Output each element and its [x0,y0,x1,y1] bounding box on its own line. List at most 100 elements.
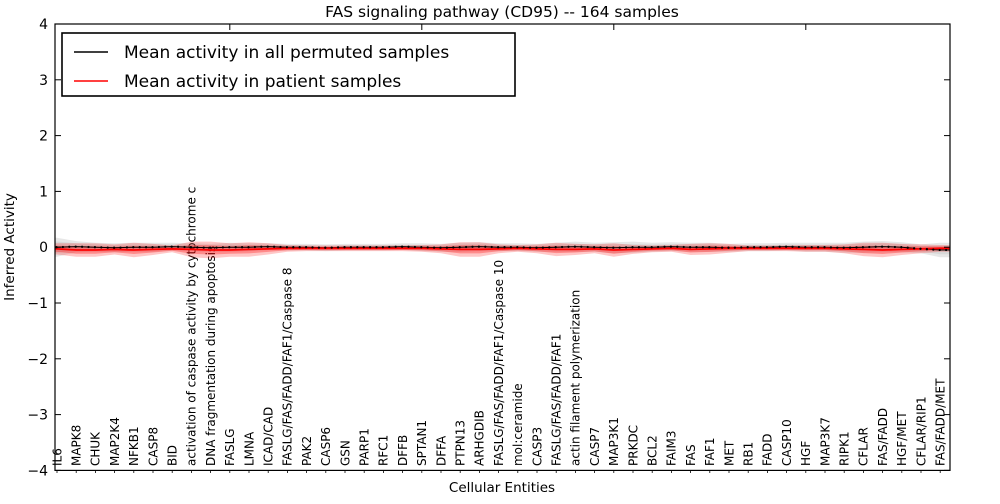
x-tick-label: SPTAN1 [415,420,429,466]
mean-line-marker [944,248,948,252]
mean-line-marker [253,245,257,249]
mean-line-marker [477,245,481,248]
x-tick-label: LMNA [242,431,256,466]
mean-line-marker [292,246,295,249]
mean-line-marker [106,246,109,249]
mean-line-marker [541,246,545,249]
x-tick-label: BCL2 [646,435,660,466]
mean-line-marker [714,246,717,249]
mean-line-marker [733,246,737,249]
mean-line-marker [317,246,321,249]
patient-band-outer [55,241,950,259]
mean-line-marker [746,246,749,249]
mean-line-marker [407,245,410,248]
mean-line-marker [272,245,276,248]
mean-line-marker [119,246,122,249]
mean-line-marker [439,246,442,249]
mean-line-marker [426,246,429,249]
mean-line-marker [144,246,148,249]
x-tick-label: FASLG/FAS/FADD/FAF1 [550,334,564,466]
mean-line-marker [208,246,212,249]
mean-line-marker [324,246,327,249]
legend: Mean activity in all permuted samples Me… [61,32,516,97]
legend-box [61,32,516,97]
y-tick-label: −2 [27,352,48,368]
x-tick-label: RIPK1 [838,431,852,466]
mean-line-marker [560,245,564,249]
mean-line-marker [842,246,845,249]
mean-line-marker [836,246,839,249]
mean-line-marker [810,246,813,249]
mean-line-marker [394,245,397,248]
mean-line-marker [752,246,756,249]
x-tick-label: NFKB1 [127,426,141,466]
mean-line-marker [919,247,922,250]
mean-line-marker [151,246,154,249]
mean-line-marker [100,246,103,249]
y-tick-label: −4 [27,463,48,479]
mean-line-marker [605,246,609,249]
mean-line-marker [68,245,71,248]
mean-line-marker [80,245,84,248]
mean-line-marker [202,246,205,249]
x-tick-label: GSN [338,440,352,466]
mean-line-marker [695,246,698,249]
mean-line-marker [554,246,557,249]
mean-line-marker [765,246,769,249]
mean-line-marker [586,245,589,249]
mean-line-marker [445,246,449,249]
mean-line-marker [74,245,77,248]
mean-line-marker [855,246,858,249]
mean-line-marker [548,246,551,249]
mean-line-marker [804,246,807,249]
x-tick-label: CASP3 [530,427,544,466]
mean-line-marker [618,246,621,249]
mean-line-marker [285,246,289,249]
mean-line-marker [759,246,762,249]
mean-line-marker [125,246,129,249]
mean-line-marker [336,246,340,249]
legend-label-patient: Mean activity in patient samples [124,72,401,92]
mean-line-marker [906,246,909,249]
mean-line-marker [573,245,577,248]
mean-line-marker [592,246,596,249]
mean-line-marker [932,248,935,251]
mean-line-marker [784,245,788,248]
mean-line-marker [484,245,487,248]
mean-line-marker [420,246,423,249]
mean-line-marker [221,246,225,249]
x-tick-label: activation of caspase activity by cytoch… [185,187,199,466]
mean-line-marker [87,245,90,249]
y-axis-label: Inferred Activity [2,193,18,301]
mean-line-marker [861,246,865,249]
mean-line-marker [176,245,180,248]
x-tick-label: ARHGDIB [473,410,487,466]
mean-line-marker [522,246,525,249]
x-tick-label: PTPN13 [454,420,468,466]
plot-area: IL6 MAPK8 CHUK MAP2K4 NFKB1 CASP8 BID activatio… [27,17,950,479]
x-tick-label: FAS/FADD/MET [934,378,948,466]
mean-line-marker [720,246,724,249]
mean-line-marker [656,245,660,249]
mean-line-marker [183,245,186,249]
x-axis-label: Cellular Entities [449,480,555,496]
x-tick-label: FAIM3 [665,430,679,466]
mean-line-marker [816,246,820,249]
y-tick-label: 3 [39,73,48,89]
mean-line-marker [138,246,141,249]
mean-line-marker [189,246,193,249]
x-tick-label: MET [722,440,736,466]
mean-line-marker [298,246,301,249]
chart-title: FAS signaling pathway (CD95) -- 164 samp… [325,3,679,21]
mean-line-marker [887,245,890,248]
mean-line-marker [279,245,282,249]
mean-line-marker [624,246,628,249]
mean-line-marker [157,245,161,249]
x-tick-label: HGF/MET [895,411,909,466]
x-tick-label: MAPK8 [70,425,84,466]
x-tick-label: CASP7 [588,427,602,466]
mean-line-marker [452,246,455,249]
mean-line-marker [311,246,314,249]
mean-line-marker [400,245,404,248]
